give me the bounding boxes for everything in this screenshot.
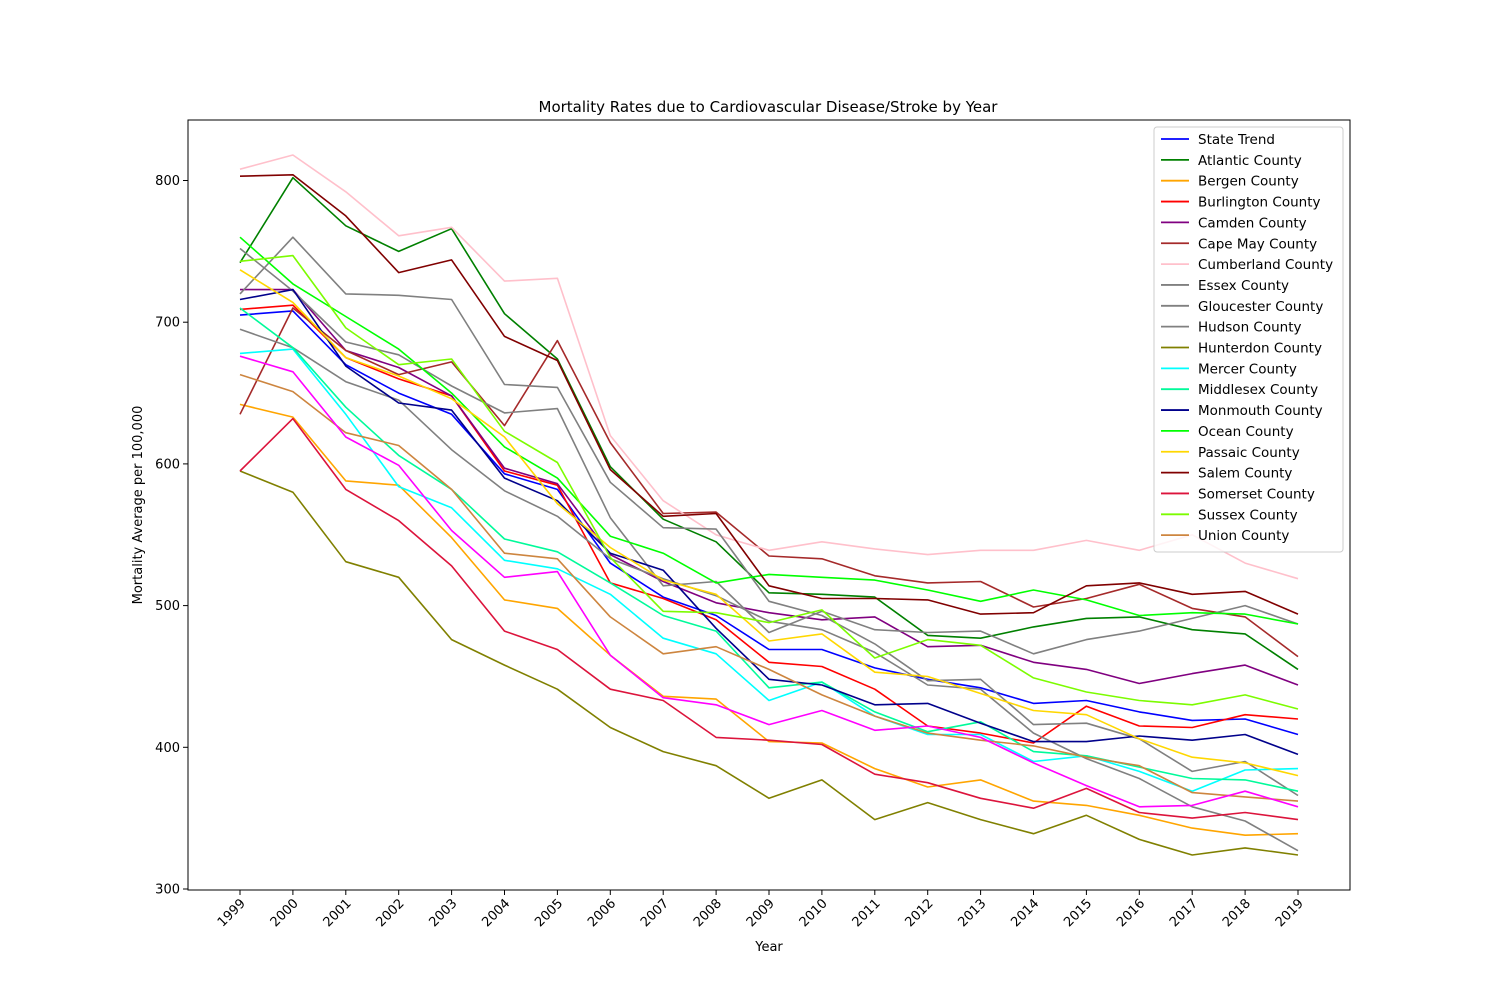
x-tick-label: 2013 <box>955 896 989 930</box>
series-line-monmouth-county <box>239 288 1299 756</box>
series-line-camden-county <box>240 288 1299 686</box>
x-tick-label: 2004 <box>479 896 513 930</box>
x-tick-label: 2008 <box>691 896 725 930</box>
legend: State Trend Atlantic County Bergen County B… <box>1153 126 1344 553</box>
x-tick-label: 2010 <box>797 896 831 930</box>
series-line-bergen-county <box>239 403 1299 837</box>
legend-label: Bergen County <box>1198 174 1299 190</box>
x-tick-label: 2003 <box>426 896 460 930</box>
series-line-series-21 <box>239 355 1299 808</box>
series-line-essex-county <box>239 236 1299 797</box>
x-tick-label: 2017 <box>1167 896 1201 930</box>
x-tick-label: 2016 <box>1114 896 1148 930</box>
x-tick-label: 2000 <box>268 896 302 930</box>
y-tick-label: 800 <box>155 174 180 189</box>
series-line-somerset-county <box>239 417 1299 821</box>
chart-title: Mortality Rates due to Cardiovascular Di… <box>539 98 999 116</box>
x-tick-label: 2018 <box>1220 896 1254 930</box>
x-tick-label: 2006 <box>585 896 619 930</box>
x-tick-label: 2002 <box>374 896 408 930</box>
x-tick-label: 2007 <box>638 896 672 930</box>
legend-label: Passaic County <box>1198 445 1300 461</box>
series-line-salem-county <box>239 174 1299 615</box>
series-line-hunterdon-county <box>239 470 1299 856</box>
series-line-mercer-county <box>239 348 1299 793</box>
series-line-burlington-county <box>239 304 1299 744</box>
series-lines <box>239 154 1299 856</box>
legend-label: Hunterdon County <box>1198 341 1322 357</box>
x-axis-ticks: 1999 2000 2001 2002 2003 2004 2005 2006 2007 2008… <box>215 890 1307 930</box>
legend-box <box>1153 126 1344 553</box>
x-axis-label: Year <box>754 940 783 955</box>
y-tick-label: 300 <box>155 883 180 898</box>
x-tick-label: 2019 <box>1273 896 1307 930</box>
series-line-cape-may-county <box>239 307 1299 658</box>
legend-label: Union County <box>1198 528 1289 544</box>
x-tick-label: 2011 <box>850 896 884 930</box>
legend-label: Cumberland County <box>1198 257 1333 273</box>
legend-label: Middlesex County <box>1198 382 1318 398</box>
series-line-hudson-county <box>239 328 1299 852</box>
y-axis-label: Mortality Average per 100,000 <box>131 406 146 605</box>
legend-label: Hudson County <box>1198 320 1302 336</box>
series-line-passaic-county <box>239 269 1299 777</box>
legend-label: Gloucester County <box>1198 299 1323 315</box>
series-line-cumberland-county <box>239 154 1299 580</box>
x-tick-label: 1999 <box>215 896 249 930</box>
legend-label: State Trend <box>1198 132 1275 148</box>
legend-label: Sussex County <box>1198 507 1298 523</box>
x-tick-label: 2005 <box>532 896 566 930</box>
y-tick-label: 600 <box>155 457 180 472</box>
y-tick-label: 400 <box>155 741 180 756</box>
legend-label: Essex County <box>1198 278 1289 294</box>
x-tick-label: 2009 <box>744 896 778 930</box>
series-line-gloucester-county <box>239 247 1299 655</box>
y-tick-label: 700 <box>155 316 180 331</box>
legend-label: Salem County <box>1198 466 1292 482</box>
x-tick-label: 2001 <box>321 896 355 930</box>
series-line-sussex-county <box>239 254 1299 710</box>
legend-label: Monmouth County <box>1198 403 1323 419</box>
legend-label: Ocean County <box>1198 424 1294 440</box>
legend-label: Atlantic County <box>1198 153 1302 169</box>
legend-label: Burlington County <box>1198 195 1320 211</box>
legend-label: Camden County <box>1198 215 1307 231</box>
legend-label: Somerset County <box>1198 486 1315 502</box>
x-tick-label: 2015 <box>1061 896 1095 930</box>
legend-label: Cape May County <box>1198 236 1317 252</box>
series-line-state-trend <box>239 310 1299 736</box>
y-tick-label: 500 <box>155 599 180 614</box>
y-axis-ticks: 300 400 500 600 700 800 <box>155 174 188 898</box>
series-line-ocean-county <box>239 236 1299 625</box>
x-tick-label: 2014 <box>1008 896 1042 930</box>
x-tick-label: 2012 <box>903 896 937 930</box>
series-line-atlantic-county <box>239 176 1299 671</box>
legend-label: Mercer County <box>1198 361 1297 377</box>
series-line-union-county <box>239 373 1299 802</box>
plot-frame <box>187 119 1351 891</box>
